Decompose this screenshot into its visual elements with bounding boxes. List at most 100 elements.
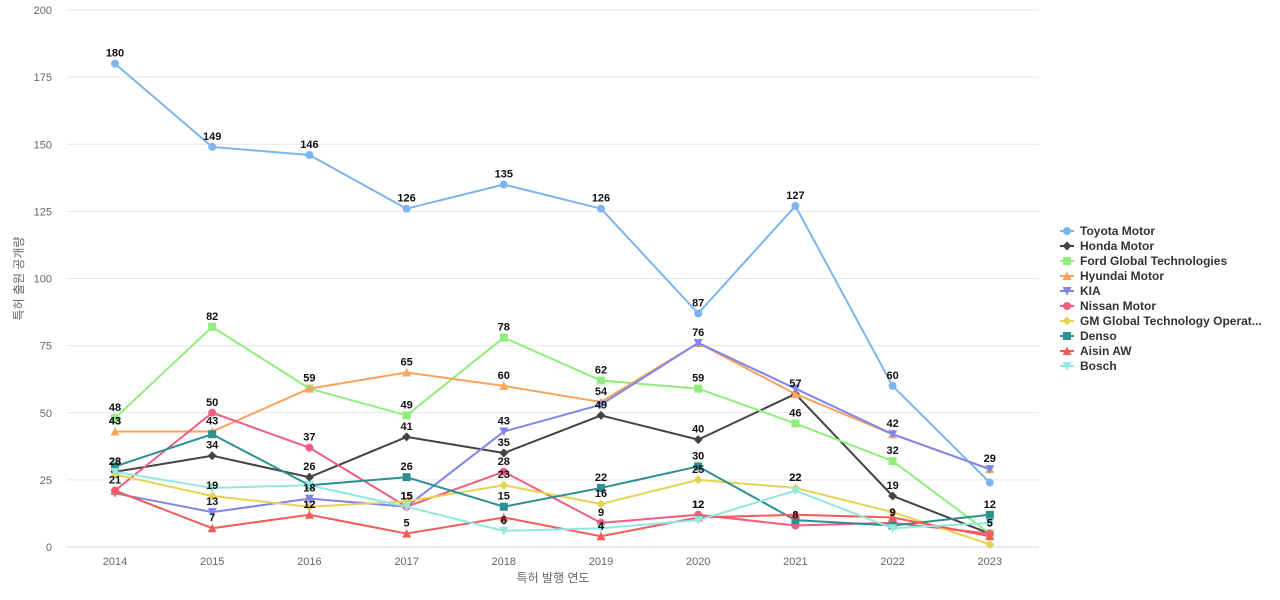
data-point[interactable] [985, 518, 995, 528]
data-label: 23 [498, 469, 510, 481]
data-point[interactable] [499, 427, 509, 437]
data-point[interactable] [208, 408, 217, 417]
data-point[interactable] [402, 411, 411, 420]
data-point[interactable] [305, 150, 314, 159]
data-point[interactable] [985, 539, 995, 549]
data-point[interactable] [499, 502, 508, 511]
legend-item[interactable]: Nissan Motor [1060, 299, 1156, 313]
data-point[interactable] [693, 475, 703, 485]
data-point[interactable] [597, 483, 605, 492]
data-point[interactable] [208, 430, 217, 439]
data-point[interactable] [888, 507, 898, 517]
data-point[interactable] [790, 510, 800, 519]
data-point[interactable] [208, 322, 217, 331]
legend-marker[interactable] [1062, 346, 1072, 356]
legend-marker[interactable] [1062, 362, 1072, 371]
data-label: 135 [495, 169, 513, 181]
data-point[interactable] [208, 142, 217, 151]
series-line [114, 62, 991, 484]
legend-marker[interactable] [1063, 332, 1071, 340]
legend-item[interactable]: Bosch [1060, 359, 1117, 373]
data-point[interactable] [596, 499, 606, 509]
data-point[interactable] [402, 502, 412, 512]
data-point[interactable] [790, 384, 800, 394]
data-point[interactable] [596, 400, 606, 410]
data-point[interactable] [207, 491, 217, 501]
data-point[interactable] [111, 59, 119, 68]
data-point[interactable] [207, 523, 217, 533]
data-point[interactable] [985, 531, 995, 541]
data-point[interactable] [304, 502, 314, 512]
data-point[interactable] [110, 427, 120, 436]
data-point[interactable] [985, 510, 994, 519]
legend-marker[interactable] [1062, 287, 1072, 296]
data-point[interactable] [693, 338, 703, 348]
data-point[interactable] [985, 465, 995, 474]
data-point[interactable] [596, 531, 606, 541]
data-point[interactable] [790, 389, 800, 398]
data-point[interactable] [888, 524, 898, 533]
data-point[interactable] [499, 381, 509, 390]
legend-item[interactable]: GM Global Technology Operat... [1060, 314, 1262, 328]
data-label: 60 [886, 370, 898, 382]
data-point[interactable] [304, 510, 314, 519]
data-point[interactable] [304, 494, 314, 504]
data-point[interactable] [693, 435, 703, 445]
data-point[interactable] [790, 486, 800, 496]
data-point[interactable] [304, 384, 314, 393]
legend-marker[interactable] [1062, 316, 1072, 326]
data-point[interactable] [499, 467, 508, 476]
data-point[interactable] [111, 462, 119, 471]
legend-item[interactable]: Aisin AW [1060, 344, 1132, 358]
data-point[interactable] [791, 419, 800, 428]
legend-item[interactable]: KIA [1060, 284, 1101, 298]
data-point[interactable] [304, 472, 314, 482]
legend-marker[interactable] [1063, 227, 1071, 235]
data-point[interactable] [305, 443, 314, 452]
data-point[interactable] [597, 376, 605, 385]
legend-item[interactable]: Hyundai Motor [1060, 269, 1164, 283]
data-point[interactable] [402, 432, 412, 442]
data-point[interactable] [694, 309, 703, 318]
data-point[interactable] [888, 430, 898, 439]
legend-item[interactable]: Ford Global Technologies [1060, 254, 1227, 268]
data-point[interactable] [207, 508, 217, 517]
data-point[interactable] [499, 448, 509, 458]
data-point[interactable] [207, 451, 217, 461]
data-point[interactable] [597, 204, 605, 213]
data-point[interactable] [402, 367, 412, 377]
data-point[interactable] [791, 202, 800, 211]
data-point[interactable] [304, 481, 314, 490]
data-point[interactable] [402, 204, 411, 213]
data-point[interactable] [499, 180, 508, 189]
legend-marker[interactable] [1063, 302, 1071, 310]
data-point[interactable] [110, 486, 120, 495]
data-point[interactable] [694, 462, 703, 471]
legend-item[interactable]: Toyota Motor [1060, 224, 1155, 238]
legend-marker[interactable] [1063, 257, 1071, 265]
data-point[interactable] [888, 491, 898, 501]
data-point[interactable] [499, 333, 508, 342]
data-point[interactable] [888, 381, 897, 390]
legend-item[interactable]: Denso [1060, 329, 1117, 343]
data-point[interactable] [596, 524, 606, 533]
data-point[interactable] [402, 473, 411, 482]
data-point[interactable] [499, 526, 509, 536]
data-point[interactable] [207, 483, 217, 493]
data-point[interactable] [596, 410, 606, 420]
data-point[interactable] [693, 516, 703, 525]
data-point[interactable] [888, 457, 897, 466]
data-point[interactable] [985, 478, 994, 487]
data-point[interactable] [110, 467, 120, 477]
legend-marker[interactable] [1062, 271, 1072, 281]
data-point[interactable] [791, 516, 800, 525]
data-point[interactable] [111, 414, 119, 423]
legend-item[interactable]: Honda Motor [1060, 239, 1154, 253]
data-point[interactable] [694, 384, 703, 393]
data-point[interactable] [888, 512, 898, 522]
data-point[interactable] [402, 529, 412, 538]
data-point[interactable] [499, 512, 509, 522]
legend-marker[interactable] [1062, 241, 1072, 251]
data-point[interactable] [499, 480, 509, 490]
